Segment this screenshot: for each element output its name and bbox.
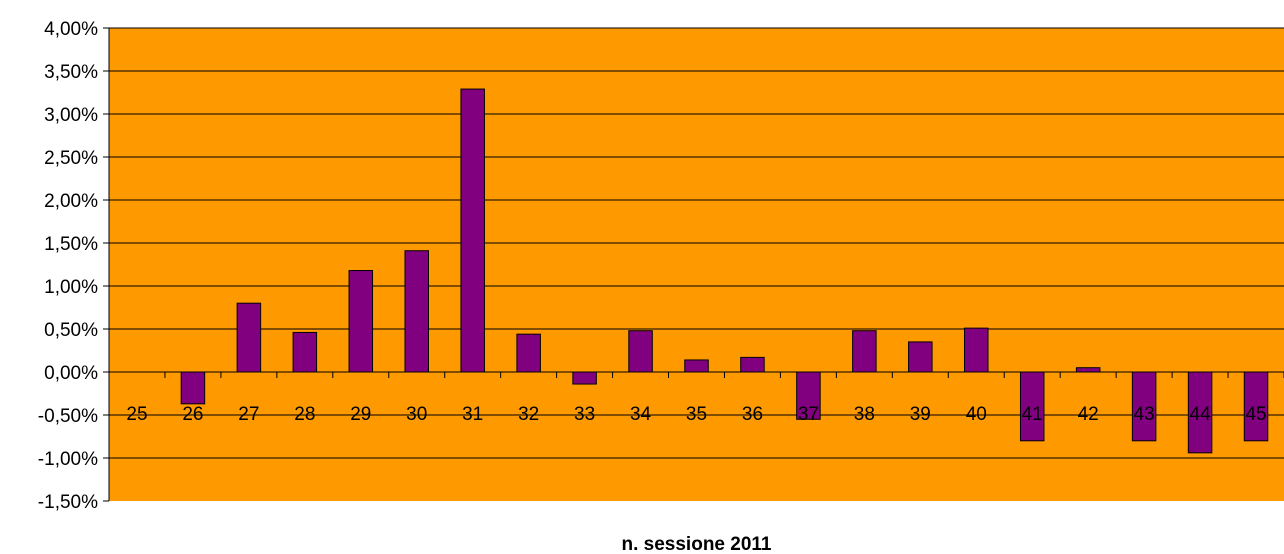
y-tick-label: 1,50% — [44, 234, 98, 255]
x-category-label: 33 — [574, 404, 595, 425]
bar-31 — [460, 88, 485, 373]
bar-34 — [628, 330, 653, 373]
y-tick-label: -0,50% — [38, 406, 98, 427]
y-tick-label: 3,00% — [44, 105, 98, 126]
x-category-label: 45 — [1245, 404, 1266, 425]
y-tick-label: 1,00% — [44, 277, 98, 298]
x-category-label: 35 — [686, 404, 707, 425]
x-category-label: 31 — [462, 404, 483, 425]
x-category-label: 36 — [742, 404, 763, 425]
y-tick-label: -1,50% — [38, 492, 98, 513]
bar-32 — [516, 333, 541, 373]
y-tick-label: 3,50% — [44, 62, 98, 83]
y-tick-label: 0,00% — [44, 363, 98, 384]
x-category-label: 28 — [294, 404, 315, 425]
bar-42 — [1075, 367, 1101, 373]
x-category-labels: 25 26 27 28 29 30 31 32 33 34 35 36 37 38 39 40 41 42 43 44… — [126, 404, 1266, 425]
x-category-label: 37 — [798, 404, 819, 425]
axes — [103, 27, 1284, 502]
x-category-label: 30 — [406, 404, 427, 425]
bar-26 — [180, 371, 206, 405]
x-category-label: 32 — [518, 404, 539, 425]
x-category-label: 27 — [238, 404, 259, 425]
y-tick-label: 2,00% — [44, 191, 98, 212]
bar-33 — [572, 371, 597, 385]
bar-29 — [348, 270, 374, 373]
y-tick-label: 4,00% — [44, 19, 98, 40]
y-tick-label: 2,50% — [44, 148, 98, 169]
x-category-label: 44 — [1190, 404, 1212, 425]
x-category-label: 38 — [854, 404, 875, 425]
x-category-label: 26 — [182, 404, 203, 425]
x-category-label: 43 — [1134, 404, 1155, 425]
x-category-label: 39 — [910, 404, 931, 425]
x-category-label: 29 — [350, 404, 371, 425]
bar-39 — [908, 341, 933, 373]
bar-28 — [292, 331, 318, 373]
x-category-label: 42 — [1078, 404, 1099, 425]
bar-27 — [236, 302, 262, 373]
plot-area — [109, 28, 1284, 501]
y-tick-label: -1,00% — [38, 449, 98, 470]
bar-30 — [404, 250, 429, 373]
bar-40 — [964, 327, 989, 373]
x-category-label: 41 — [1022, 404, 1043, 425]
x-axis-title: n. sessione 2011 — [622, 534, 772, 554]
y-tick-label: 0,50% — [44, 320, 98, 341]
bar-35 — [684, 359, 709, 373]
bar-36 — [740, 356, 765, 373]
x-category-label: 25 — [126, 404, 147, 425]
x-category-label: 34 — [630, 404, 652, 425]
x-category-label: 40 — [966, 404, 987, 425]
y-tick-labels: -1,50% -1,00% -0,50% 0,00% 0,50% 1,00% 1,50% 2,… — [38, 19, 98, 513]
bar-38 — [852, 330, 877, 373]
